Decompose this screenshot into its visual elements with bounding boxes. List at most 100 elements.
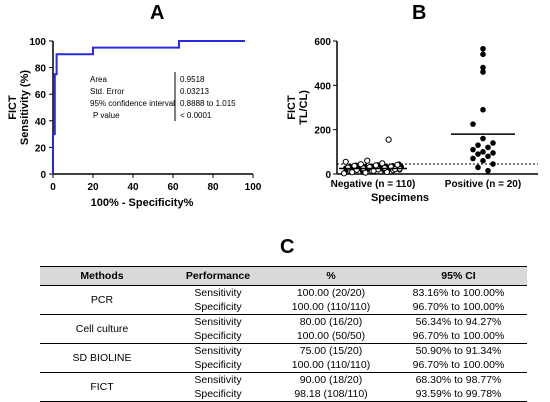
performance-cell: Sensitivity (194, 316, 242, 328)
positive-point (480, 135, 486, 142)
ci-cell: 50.90% to 91.34% (415, 345, 502, 357)
y-axis-label-line1: FICT (286, 95, 298, 120)
positive-point (480, 51, 486, 58)
y-tick-label: 600 (314, 37, 331, 48)
positive-point (475, 151, 481, 157)
stat-value: < 0.0001 (180, 111, 212, 120)
positive-point (480, 45, 486, 52)
table-header-row: Methods Performance % 95% CI (40, 266, 527, 286)
table-row: FICT Sensitivity 90.00 (18/20) 68.30% to 98… (40, 372, 527, 402)
negative-point-open (342, 158, 349, 165)
y-tick-label: 80 (35, 64, 47, 75)
positive-point (470, 121, 476, 127)
table-row: Specificity 100.00 (50/50) 96.70% to 100.0… (40, 329, 527, 344)
positive-point (485, 167, 491, 174)
percent-cell: 80.00 (16/20) (299, 316, 363, 328)
roc-curve (52, 40, 245, 174)
stat-value: 0.8888 to 1.015 (180, 99, 236, 108)
y-tick-label: 400 (314, 81, 331, 92)
ci-cell: 68.30% to 98.77% (415, 374, 502, 386)
table-row: SD BIOLINE Sensitivity 75.00 (15/20) 50.90%… (40, 343, 527, 373)
x-tick-label: 60 (167, 182, 179, 193)
table-row: PCR Sensitivity 100.00 (20/20) 83.16% to 10… (40, 285, 527, 315)
positive-point (480, 69, 486, 75)
negative-point-open (372, 162, 380, 169)
y-tick-label: 0 (40, 170, 46, 181)
y-tick-label: 0 (325, 170, 331, 181)
x-axis-label: Specimens (371, 192, 429, 204)
table-row: Cell culture Sensitivity 80.00 (16/20) 56.3… (40, 314, 527, 344)
positive-point (475, 142, 481, 148)
percent-cell: 100.00 (50/50) (272, 329, 390, 344)
negative-point-open (379, 160, 386, 167)
positive-point (480, 149, 486, 155)
positive-point (480, 106, 486, 113)
y-axis-label-line2: Sensitivity (%) (19, 70, 31, 146)
positive-point (485, 144, 491, 151)
performance-cell: Specificity (164, 387, 272, 402)
performance-table: Methods Performance % 95% CI PCR Sensitiv… (40, 266, 527, 402)
performance-cell: Specificity (164, 300, 272, 315)
performance-cell: Specificity (164, 329, 272, 344)
ci-cell: 96.70% to 100.00% (390, 329, 527, 344)
negative-point-open (340, 170, 348, 177)
negative-point-open (349, 169, 356, 176)
table-row: Specificity 100.00 (110/110) 96.70% to 100… (40, 300, 527, 315)
percent-cell: 100.00 (20/20) (296, 287, 366, 299)
stat-label: Std. Error (90, 87, 125, 96)
positive-point (485, 153, 491, 160)
percent-cell: 90.00 (18/20) (299, 374, 363, 386)
positive-point (480, 157, 486, 164)
method-cell: PCR (40, 285, 164, 315)
x-tick-label: 40 (127, 182, 139, 193)
percent-cell: 100.00 (110/110) (272, 358, 390, 373)
scatter-chart: 0 200 400 600 FICT TL/CL) Negative (n = 110) Po… (286, 37, 538, 204)
stat-value: 0.03213 (180, 87, 209, 96)
percent-cell: 75.00 (15/20) (299, 345, 363, 357)
x-tick-label: 0 (50, 182, 56, 193)
stat-label: P value (93, 111, 120, 120)
x-tick-label: 80 (207, 182, 219, 193)
percent-cell: 98.18 (108/110) (272, 387, 390, 402)
y-axis-label-line2: TL/CL) (298, 90, 310, 125)
x-tick-label: 100 (245, 182, 262, 193)
panel-c-label: C (280, 236, 295, 258)
x-tick-label: 20 (87, 182, 99, 193)
roc-chart: 0 20 40 60 80 100 0 20 40 60 80 100 100% - Specifici… (7, 37, 262, 209)
positive-point (470, 155, 476, 162)
y-tick-label: 60 (35, 90, 47, 101)
positive-point (475, 164, 481, 171)
x-axis-label: 100% - Specificity% (91, 197, 194, 209)
header-methods: Methods (40, 266, 164, 286)
method-cell: SD BIOLINE (40, 343, 164, 373)
method-cell: FICT (40, 372, 164, 402)
table-row: Specificity 98.18 (108/110) 93.59% to 99.7… (40, 387, 527, 402)
performance-cell: Sensitivity (194, 345, 242, 357)
stat-value: 0.9518 (180, 75, 205, 84)
positive-point (490, 161, 496, 167)
positive-point (470, 146, 476, 153)
y-axis-label-line1: FICT (7, 95, 19, 120)
ci-cell: 93.59% to 99.78% (390, 387, 527, 402)
header-performance: Performance (164, 266, 272, 286)
performance-cell: Specificity (164, 358, 272, 373)
y-tick-label: 40 (35, 117, 47, 128)
category-label: Negative (n = 110) (331, 179, 416, 190)
negative-point-open (351, 162, 358, 169)
negative-point-open (344, 164, 352, 171)
positive-point (480, 64, 486, 71)
ci-cell: 96.70% to 100.00% (390, 300, 527, 315)
ci-cell: 83.16% to 100.00% (412, 287, 505, 299)
panel-b-label: B (412, 2, 427, 24)
positive-point (490, 140, 496, 146)
method-cell: Cell culture (40, 314, 164, 344)
stat-label: Area (90, 75, 107, 84)
y-tick-label: 20 (35, 143, 47, 154)
y-tick-label: 100 (29, 37, 46, 48)
panel-a-label: A (150, 2, 165, 24)
header-percent: % (272, 266, 390, 286)
ci-cell: 56.34% to 94.27% (415, 316, 502, 328)
stat-label: 95% confidence interval (90, 99, 175, 108)
y-tick-label: 200 (314, 126, 331, 137)
category-label: Positive (n = 20) (445, 179, 521, 190)
